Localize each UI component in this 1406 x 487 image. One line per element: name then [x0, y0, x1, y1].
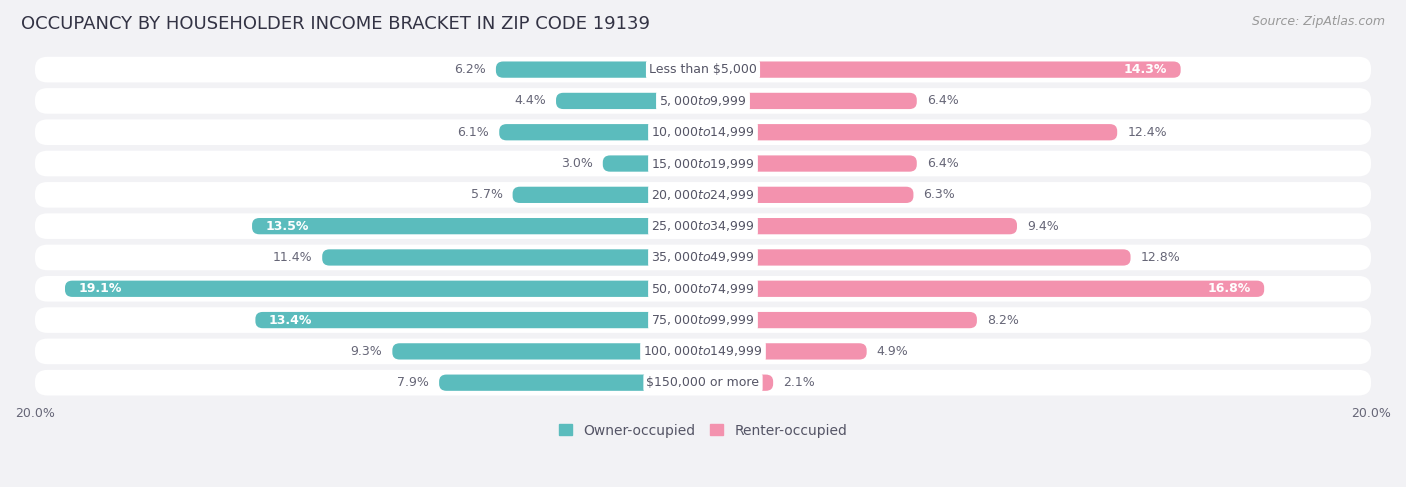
Text: 9.3%: 9.3% [350, 345, 382, 358]
FancyBboxPatch shape [703, 343, 866, 359]
Text: $35,000 to $49,999: $35,000 to $49,999 [651, 250, 755, 264]
FancyBboxPatch shape [703, 218, 1017, 234]
FancyBboxPatch shape [555, 93, 703, 109]
FancyBboxPatch shape [35, 213, 1371, 239]
FancyBboxPatch shape [703, 375, 773, 391]
Text: $50,000 to $74,999: $50,000 to $74,999 [651, 282, 755, 296]
FancyBboxPatch shape [499, 124, 703, 140]
FancyBboxPatch shape [439, 375, 703, 391]
FancyBboxPatch shape [703, 93, 917, 109]
Legend: Owner-occupied, Renter-occupied: Owner-occupied, Renter-occupied [553, 418, 853, 443]
Text: 6.4%: 6.4% [927, 157, 959, 170]
FancyBboxPatch shape [252, 218, 703, 234]
Text: 2.1%: 2.1% [783, 376, 815, 389]
Text: 9.4%: 9.4% [1026, 220, 1059, 233]
Text: 13.4%: 13.4% [269, 314, 312, 327]
FancyBboxPatch shape [703, 155, 917, 172]
Text: OCCUPANCY BY HOUSEHOLDER INCOME BRACKET IN ZIP CODE 19139: OCCUPANCY BY HOUSEHOLDER INCOME BRACKET … [21, 15, 650, 33]
Text: 12.8%: 12.8% [1140, 251, 1180, 264]
Text: 14.3%: 14.3% [1123, 63, 1167, 76]
FancyBboxPatch shape [703, 61, 1181, 78]
Text: 3.0%: 3.0% [561, 157, 593, 170]
FancyBboxPatch shape [496, 61, 703, 78]
Text: 12.4%: 12.4% [1128, 126, 1167, 139]
FancyBboxPatch shape [703, 187, 914, 203]
FancyBboxPatch shape [35, 182, 1371, 207]
Text: 6.2%: 6.2% [454, 63, 486, 76]
FancyBboxPatch shape [703, 124, 1118, 140]
Text: $5,000 to $9,999: $5,000 to $9,999 [659, 94, 747, 108]
FancyBboxPatch shape [392, 343, 703, 359]
FancyBboxPatch shape [35, 57, 1371, 82]
Text: 4.4%: 4.4% [515, 94, 546, 108]
Text: 7.9%: 7.9% [398, 376, 429, 389]
FancyBboxPatch shape [35, 307, 1371, 333]
Text: 4.9%: 4.9% [877, 345, 908, 358]
FancyBboxPatch shape [35, 88, 1371, 114]
Text: $150,000 or more: $150,000 or more [647, 376, 759, 389]
Text: $20,000 to $24,999: $20,000 to $24,999 [651, 188, 755, 202]
FancyBboxPatch shape [703, 312, 977, 328]
Text: 6.3%: 6.3% [924, 188, 955, 201]
Text: Source: ZipAtlas.com: Source: ZipAtlas.com [1251, 15, 1385, 28]
FancyBboxPatch shape [703, 281, 1264, 297]
Text: 19.1%: 19.1% [79, 282, 122, 295]
Text: $100,000 to $149,999: $100,000 to $149,999 [644, 344, 762, 358]
Text: $15,000 to $19,999: $15,000 to $19,999 [651, 156, 755, 170]
FancyBboxPatch shape [65, 281, 703, 297]
FancyBboxPatch shape [703, 249, 1130, 265]
Text: 11.4%: 11.4% [273, 251, 312, 264]
FancyBboxPatch shape [35, 119, 1371, 145]
Text: $10,000 to $14,999: $10,000 to $14,999 [651, 125, 755, 139]
FancyBboxPatch shape [513, 187, 703, 203]
FancyBboxPatch shape [256, 312, 703, 328]
Text: 16.8%: 16.8% [1208, 282, 1251, 295]
Text: 13.5%: 13.5% [266, 220, 309, 233]
FancyBboxPatch shape [35, 244, 1371, 270]
Text: 8.2%: 8.2% [987, 314, 1019, 327]
Text: 6.4%: 6.4% [927, 94, 959, 108]
FancyBboxPatch shape [35, 276, 1371, 301]
Text: Less than $5,000: Less than $5,000 [650, 63, 756, 76]
FancyBboxPatch shape [322, 249, 703, 265]
Text: $25,000 to $34,999: $25,000 to $34,999 [651, 219, 755, 233]
FancyBboxPatch shape [35, 150, 1371, 176]
FancyBboxPatch shape [35, 338, 1371, 364]
FancyBboxPatch shape [35, 370, 1371, 395]
Text: $75,000 to $99,999: $75,000 to $99,999 [651, 313, 755, 327]
FancyBboxPatch shape [603, 155, 703, 172]
Text: 6.1%: 6.1% [457, 126, 489, 139]
Text: 5.7%: 5.7% [471, 188, 502, 201]
